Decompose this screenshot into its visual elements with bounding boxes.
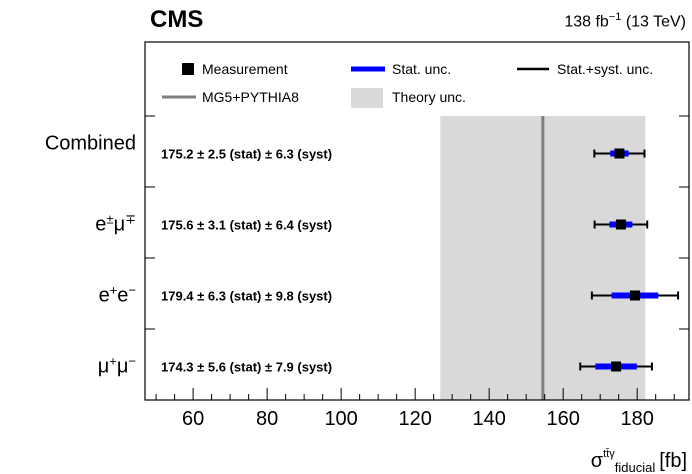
legend-theory-label: Theory unc. [392,89,466,105]
x-tick-label: 120 [398,408,431,430]
x-tick-label: 180 [621,408,654,430]
category-label: e±μ∓ [95,211,136,236]
measurement-annotation: 179.4 ± 6.3 (stat) ± 9.8 (syst) [161,289,332,304]
measurement-annotation: 174.3 ± 5.6 (stat) ± 7.9 (syst) [161,360,332,375]
x-axis-label: σtt̄γfiducial [fb] [591,448,687,474]
legend-mc-label: MG5+PYTHIA8 [202,89,299,105]
x-tick-label: 140 [472,408,505,430]
legend-measurement-label: Measurement [202,61,288,77]
x-tick-label: 80 [256,408,278,430]
luminosity-label: 138 fb−1 (13 TeV) [564,11,686,31]
legend-statsyst-label: Stat.+syst. unc. [557,61,653,77]
legend-theory-swatch [351,88,383,108]
measurement-point [614,148,625,159]
legend-measurement-marker [182,63,194,75]
legend: Measurement Stat. unc. Stat.+syst. unc. … [162,61,653,108]
legend-stat-label: Stat. unc. [392,61,451,77]
lumi-value: 138 fb [564,13,609,31]
category-label: μ+μ− [98,353,136,378]
energy-label: (13 TeV) [625,13,686,31]
x-tick-label: 100 [324,408,357,430]
experiment-label: CMS [150,6,204,33]
category-label: e+e− [99,282,136,307]
category-label: Combined [45,133,136,155]
measurement-point [629,290,640,301]
x-tick-label: 60 [182,408,204,430]
plot-frame [144,41,690,401]
measurement-annotation: 175.6 ± 3.1 (stat) ± 6.4 (syst) [161,218,332,233]
measurement-point [615,219,626,230]
lumi-exponent: −1 [608,11,622,23]
x-tick-label: 160 [546,408,579,430]
measurement-annotation: 175.2 ± 2.5 (stat) ± 6.3 (syst) [161,147,332,162]
measurement-point [611,361,622,372]
